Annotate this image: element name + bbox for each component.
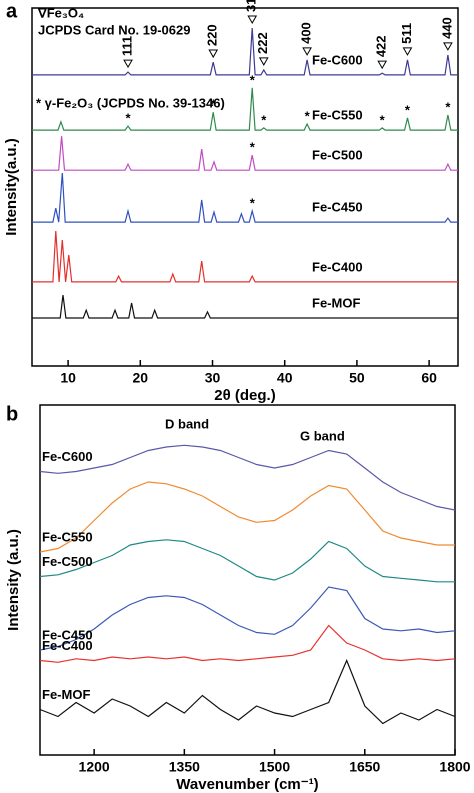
- y-axis-label: Intensity (a.u.): [5, 529, 22, 631]
- series-line: [32, 136, 458, 171]
- reflection-label: 311: [244, 0, 259, 12]
- series-line: [39, 624, 456, 663]
- x-axis-label: 2θ (deg.): [214, 387, 275, 404]
- series-label: Fe-C600: [312, 52, 363, 67]
- series-line: [32, 87, 458, 131]
- x-tick-label: 1500: [259, 759, 290, 775]
- series-line: [32, 172, 458, 223]
- reflection-label: 222: [255, 32, 270, 54]
- series-label: Fe-C550: [312, 108, 363, 123]
- series-label: Fe-MOF: [42, 687, 90, 702]
- x-tick-label: 1350: [169, 759, 200, 775]
- series-label: Fe-C450: [42, 627, 93, 642]
- series-label: Fe-C400: [312, 259, 363, 274]
- series-label: Fe-C450: [312, 200, 363, 215]
- reflection-label: 422: [374, 35, 389, 57]
- series-label: Fe-C500: [312, 148, 363, 163]
- annotation: D band: [165, 416, 209, 431]
- reflection-marker: [258, 57, 269, 66]
- x-tick-label: 1800: [439, 759, 470, 775]
- series-line: [32, 27, 458, 76]
- x-tick-label: 10: [60, 370, 76, 386]
- panel-label: b: [6, 403, 18, 425]
- series-line: [32, 295, 458, 319]
- reflection-marker: [247, 15, 258, 25]
- x-tick-label: 20: [133, 370, 149, 386]
- plot-frame: [39, 404, 456, 756]
- star-marker: *: [250, 72, 256, 87]
- star-marker: *: [380, 112, 386, 127]
- series-label: Fe-C550: [42, 529, 93, 544]
- star-marker: *: [125, 111, 131, 126]
- series-label: Fe-C600: [42, 449, 93, 464]
- reflection-marker: [123, 59, 133, 69]
- star-marker: *: [405, 102, 411, 117]
- x-tick-label: 1650: [349, 759, 380, 775]
- annotation: JCPDS Card No. 19-0629: [38, 22, 190, 37]
- star-marker: *: [445, 99, 451, 114]
- reflection-marker: [302, 47, 312, 56]
- y-axis-label: Intensity(a.u.): [3, 138, 20, 236]
- x-tick-label: 30: [205, 370, 221, 386]
- series-line: [39, 539, 455, 583]
- series-label: Fe-C400: [42, 638, 93, 653]
- series-line: [39, 586, 456, 651]
- star-marker: *: [261, 112, 267, 127]
- series-line: [39, 658, 456, 725]
- reflection-label: 511: [399, 23, 414, 44]
- reflection-label: 440: [439, 17, 454, 39]
- x-tick-label: 1200: [79, 759, 110, 775]
- reflection-label: 220: [205, 24, 220, 46]
- series-line: [32, 230, 458, 283]
- reflection-marker: [377, 60, 388, 70]
- x-tick-label: 50: [349, 370, 365, 386]
- plot-frame: [31, 7, 459, 367]
- annotation: ∇Fe₃O₄: [37, 5, 84, 20]
- x-tick-label: 60: [421, 370, 437, 386]
- series-line: [39, 444, 456, 511]
- series-label: Fe-C500: [42, 554, 93, 569]
- reflection-label: 111: [119, 36, 134, 56]
- x-axis-label: Wavenumber (cm⁻¹): [176, 776, 318, 793]
- star-marker: *: [250, 195, 256, 210]
- star-marker: *: [250, 140, 256, 155]
- series-line: [39, 481, 455, 553]
- star-marker: *: [305, 108, 311, 123]
- reflection-marker: [402, 47, 413, 56]
- reflection-marker: [208, 49, 219, 59]
- panel-label: a: [6, 0, 18, 22]
- annotation: * γ-Fe₂O₃ (JCPDS No. 39-1346): [36, 95, 225, 110]
- x-tick-label: 40: [277, 370, 293, 386]
- reflection-label: 400: [299, 22, 314, 44]
- annotation: G band: [300, 428, 345, 443]
- series-label: Fe-MOF: [312, 295, 360, 310]
- reflection-marker: [443, 42, 453, 51]
- star-marker: *: [211, 97, 217, 112]
